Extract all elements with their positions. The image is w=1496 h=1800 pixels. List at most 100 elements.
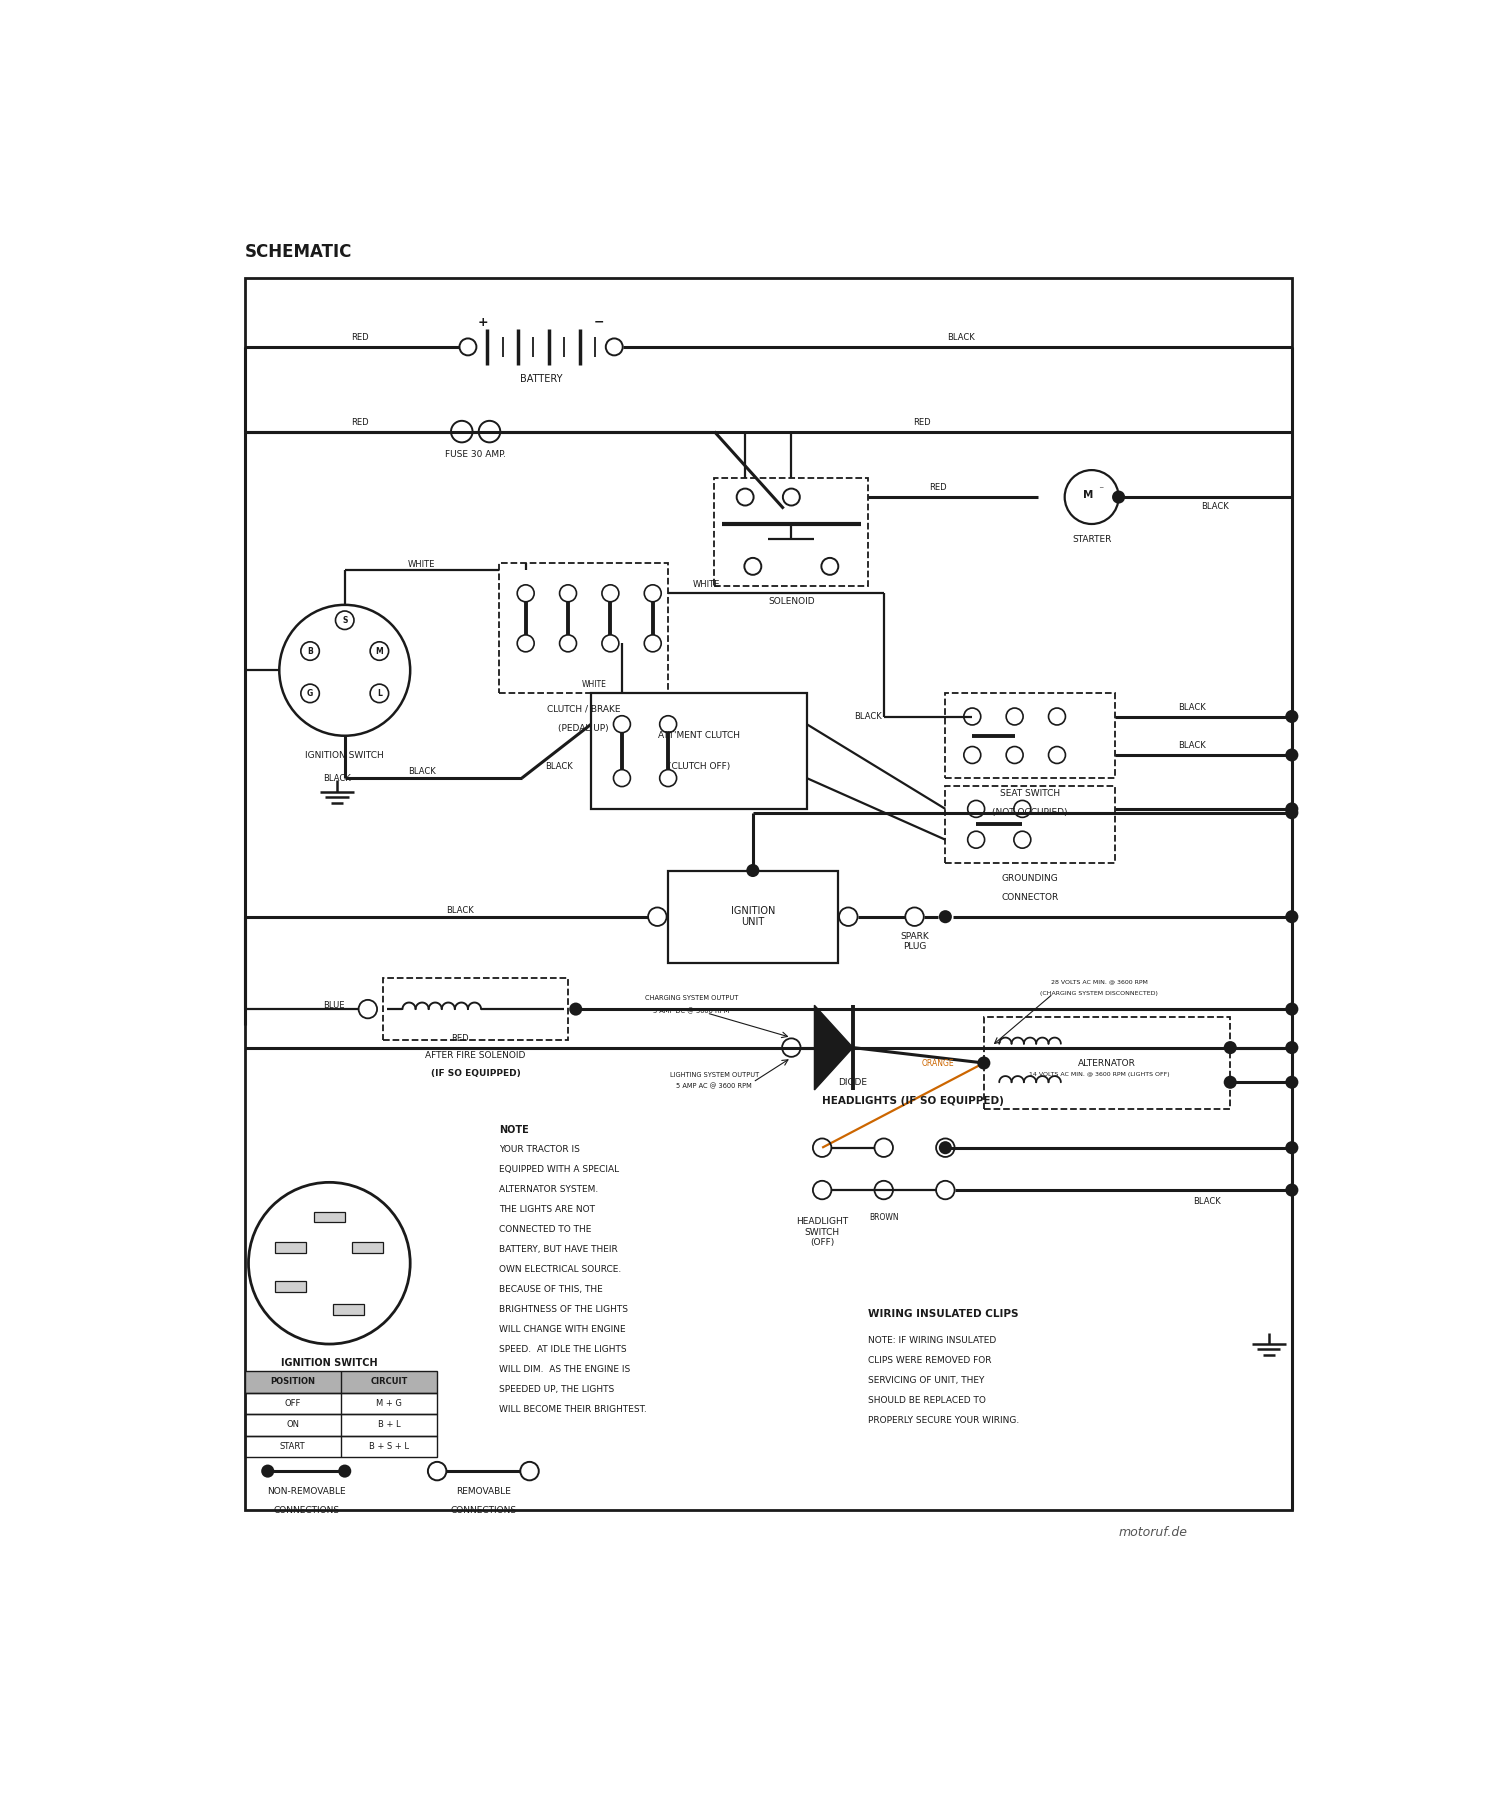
Text: SPARK
PLUG: SPARK PLUG	[901, 932, 929, 950]
Text: BLUE: BLUE	[323, 1001, 344, 1010]
Bar	[245, 1393, 437, 1415]
Text: SPEED.  AT IDLE THE LIGHTS: SPEED. AT IDLE THE LIGHTS	[498, 1345, 627, 1354]
Bar	[245, 1436, 437, 1458]
Text: OWN ELECTRICAL SOURCE.: OWN ELECTRICAL SOURCE.	[498, 1265, 621, 1274]
Text: STARTER: STARTER	[1073, 535, 1112, 544]
Bar	[714, 477, 868, 585]
Text: S: S	[343, 616, 347, 625]
Text: RED: RED	[352, 418, 370, 427]
Text: POSITION: POSITION	[271, 1377, 316, 1386]
Text: START: START	[280, 1442, 305, 1451]
Circle shape	[939, 911, 951, 923]
Text: RED: RED	[929, 484, 947, 493]
Circle shape	[977, 1057, 990, 1069]
Text: _: _	[1100, 482, 1103, 488]
Text: ALTERNATOR SYSTEM.: ALTERNATOR SYSTEM.	[498, 1184, 598, 1193]
Text: NOTE: IF WIRING INSULATED: NOTE: IF WIRING INSULATED	[868, 1336, 996, 1345]
Circle shape	[1285, 749, 1299, 761]
Text: NOTE: NOTE	[498, 1125, 528, 1134]
Text: HEADLIGHTS (IF SO EQUIPPED): HEADLIGHTS (IF SO EQUIPPED)	[823, 1096, 1004, 1107]
Text: IGNITION
UNIT: IGNITION UNIT	[730, 905, 775, 927]
Circle shape	[747, 864, 760, 877]
Circle shape	[1285, 1076, 1299, 1089]
Text: FUSE 30 AMP.: FUSE 30 AMP.	[446, 450, 506, 459]
Text: THE LIGHTS ARE NOT: THE LIGHTS ARE NOT	[498, 1204, 595, 1213]
Circle shape	[1224, 1076, 1237, 1089]
Text: GROUNDING: GROUNDING	[1002, 873, 1058, 882]
Text: BRIGHTNESS OF THE LIGHTS: BRIGHTNESS OF THE LIGHTS	[498, 1305, 628, 1314]
Text: (PEDAL UP): (PEDAL UP)	[558, 724, 609, 733]
Text: AFTER FIRE SOLENOID: AFTER FIRE SOLENOID	[425, 1051, 525, 1060]
Text: (CHARGING SYSTEM DISCONNECTED): (CHARGING SYSTEM DISCONNECTED)	[1040, 992, 1158, 995]
Text: BLACK: BLACK	[1201, 502, 1228, 511]
Circle shape	[568, 1003, 582, 1015]
Bar	[383, 979, 568, 1040]
Bar	[275, 1242, 307, 1253]
Text: ON: ON	[286, 1420, 299, 1429]
Text: WHITE: WHITE	[582, 680, 606, 689]
Text: M + G: M + G	[375, 1399, 402, 1408]
Circle shape	[939, 1141, 951, 1154]
Text: 5 AMP AC @ 3600 RPM: 5 AMP AC @ 3600 RPM	[676, 1084, 752, 1089]
Text: BROWN: BROWN	[869, 1213, 899, 1222]
Text: OFF: OFF	[284, 1399, 301, 1408]
Text: WIRING INSULATED CLIPS: WIRING INSULATED CLIPS	[868, 1309, 1019, 1319]
Text: REMOVABLE: REMOVABLE	[456, 1487, 510, 1496]
Text: SPEEDED UP, THE LIGHTS: SPEEDED UP, THE LIGHTS	[498, 1384, 613, 1393]
Text: S: S	[326, 1213, 332, 1222]
Circle shape	[1285, 1040, 1299, 1055]
Text: −: −	[594, 315, 604, 329]
Bar	[984, 1017, 1230, 1109]
Circle shape	[1112, 491, 1125, 504]
Text: HEADLIGHT
SWITCH
(OFF): HEADLIGHT SWITCH (OFF)	[796, 1217, 848, 1247]
Text: BLACK: BLACK	[1177, 702, 1206, 711]
Text: WILL DIM.  AS THE ENGINE IS: WILL DIM. AS THE ENGINE IS	[498, 1364, 630, 1373]
Bar	[334, 1303, 364, 1314]
Text: 28 VOLTS AC MIN. @ 3600 RPM: 28 VOLTS AC MIN. @ 3600 RPM	[1050, 979, 1147, 985]
Text: WHITE: WHITE	[408, 560, 435, 569]
Text: 3 AMP DC @ 3600 RPM: 3 AMP DC @ 3600 RPM	[654, 1008, 730, 1013]
Text: LIGHTING SYSTEM OUTPUT: LIGHTING SYSTEM OUTPUT	[670, 1071, 758, 1078]
Text: RED: RED	[914, 418, 931, 427]
Text: (CLUTCH OFF): (CLUTCH OFF)	[667, 761, 730, 770]
Text: BATTERY: BATTERY	[519, 374, 562, 383]
Text: RED: RED	[452, 1033, 470, 1042]
Text: PROPERLY SECURE YOUR WIRING.: PROPERLY SECURE YOUR WIRING.	[868, 1417, 1020, 1426]
Circle shape	[262, 1465, 274, 1478]
Text: CLIPS WERE REMOVED FOR: CLIPS WERE REMOVED FOR	[868, 1357, 992, 1366]
Bar	[498, 562, 669, 693]
Bar	[945, 787, 1115, 862]
Text: B: B	[365, 1244, 371, 1253]
Circle shape	[1285, 803, 1299, 815]
Text: (IF SO EQUIPPED): (IF SO EQUIPPED)	[431, 1069, 521, 1078]
Circle shape	[1285, 911, 1299, 923]
Text: SERVICING OF UNIT, THEY: SERVICING OF UNIT, THEY	[868, 1377, 984, 1386]
Bar	[245, 1415, 437, 1436]
Text: WHITE: WHITE	[693, 580, 721, 589]
Text: BLACK: BLACK	[446, 905, 474, 914]
Text: BLACK: BLACK	[947, 333, 974, 342]
Text: CIRCUIT: CIRCUIT	[371, 1377, 408, 1386]
Text: YOUR TRACTOR IS: YOUR TRACTOR IS	[498, 1145, 579, 1154]
Text: IGNITION SWITCH: IGNITION SWITCH	[281, 1359, 377, 1368]
Polygon shape	[814, 1004, 853, 1091]
Text: M: M	[375, 646, 383, 655]
Text: CHARGING SYSTEM OUTPUT: CHARGING SYSTEM OUTPUT	[645, 995, 738, 1001]
Text: BLACK: BLACK	[323, 774, 352, 783]
Text: G: G	[307, 689, 313, 698]
Text: BECAUSE OF THIS, THE: BECAUSE OF THIS, THE	[498, 1285, 603, 1294]
Text: ATT'MENT CLUTCH: ATT'MENT CLUTCH	[658, 731, 741, 740]
Text: B: B	[307, 646, 313, 655]
Text: G: G	[346, 1305, 352, 1314]
Text: B + S + L: B + S + L	[370, 1442, 408, 1451]
Text: CLUTCH / BRAKE: CLUTCH / BRAKE	[546, 704, 621, 713]
Text: DIODE: DIODE	[838, 1078, 868, 1087]
Text: ORANGE: ORANGE	[922, 1058, 954, 1067]
Text: SOLENOID: SOLENOID	[767, 596, 815, 605]
Text: BLACK: BLACK	[408, 767, 435, 776]
Text: M: M	[1083, 490, 1094, 500]
Bar	[353, 1242, 383, 1253]
Text: M: M	[287, 1244, 295, 1253]
Text: RED: RED	[352, 333, 370, 342]
Bar	[945, 693, 1115, 778]
